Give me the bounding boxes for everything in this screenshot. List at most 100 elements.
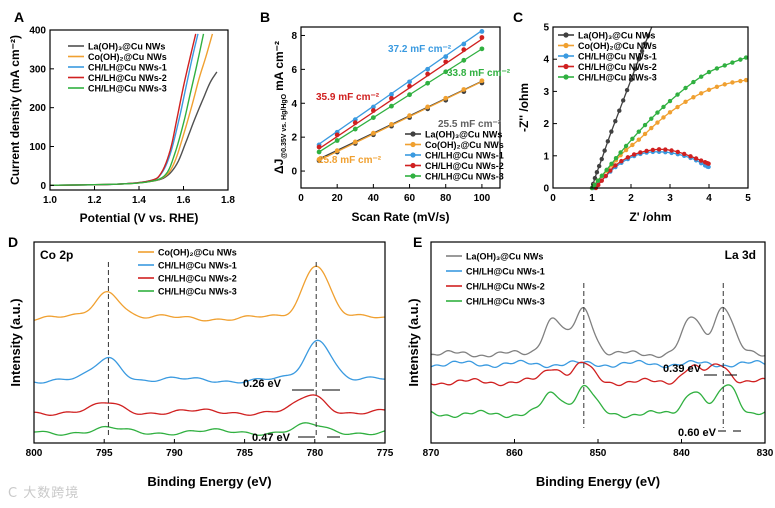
panel-e: [430, 306, 766, 419]
panel-d-frame: [33, 241, 386, 444]
panel-b-point: [461, 41, 467, 47]
panel-c-legend-marker: [563, 63, 569, 70]
panel-e-xtick-label: 830: [757, 448, 774, 459]
panel-b-ytick-label: 0: [291, 167, 297, 178]
panel-b-ylabel-main: ΔJ: [272, 159, 286, 174]
panel-c-legend-entry: La(OH)₃@Cu NWs: [578, 31, 655, 41]
watermark: C 大数跨境: [8, 486, 80, 501]
panel-b-annotation: 25.8 mF cm⁻²: [318, 155, 382, 166]
panel-c-point: [642, 131, 648, 137]
panel-c-point: [682, 151, 687, 157]
panel-b-point: [479, 35, 485, 40]
panel-b-legend-entry: La(OH)₃@Cu NWs: [425, 130, 502, 140]
panel-c-point: [655, 110, 660, 115]
panel-c-point: [644, 148, 649, 154]
panel-b-point: [479, 29, 485, 34]
panel-b-annotation: 25.5 mF cm⁻²: [438, 119, 502, 130]
panel-c-point: [693, 156, 699, 161]
panel-b-point: [425, 71, 431, 77]
panel-c-point: [596, 163, 602, 169]
panel-c-point: [604, 167, 609, 173]
panel-c-point: [743, 55, 749, 60]
panel-b-xtick-label: 40: [368, 193, 380, 204]
panel-b-legend-marker: [410, 173, 416, 179]
panel-e-xtick-label: 840: [673, 448, 690, 459]
panel-c-point: [613, 118, 618, 124]
panel-c-point: [722, 63, 727, 68]
panel-c-xlabel: Z' /ohm: [629, 210, 671, 224]
panel-b-xlabel: Scan Rate (mV/s): [351, 210, 449, 224]
panel-b-xtick-label: 0: [298, 193, 304, 204]
panel-c-point: [639, 48, 645, 54]
panel-c-legend-marker: [563, 53, 569, 59]
panel-c: C: [513, 9, 749, 191]
panel-a-legend-entry: CH/LH@Cu NWs-3: [88, 84, 167, 94]
panel-b-point: [316, 149, 322, 155]
panel-c-legend-entry: CH/LH@Cu NWs-3: [578, 73, 657, 83]
panel-c-point: [738, 78, 743, 84]
panel-e-xlabel: Binding Energy (eV): [536, 474, 660, 489]
panel-c-point: [605, 139, 611, 144]
panel-c-xtick-label: 5: [745, 193, 751, 204]
panel-b-point: [461, 87, 467, 92]
panel-d: D: [8, 234, 18, 250]
panel-e-annotation: 0.39 eV: [663, 363, 702, 375]
panel-c-point: [649, 116, 654, 121]
panel-b: B: [260, 9, 485, 164]
panel-b-point: [443, 95, 449, 101]
panel-c-ytick-label: 1: [543, 151, 549, 162]
panel-c-point: [636, 129, 641, 134]
panel-c-point: [738, 57, 743, 62]
panel-b-point: [443, 69, 449, 75]
panel-d-ylabel: Intensity (a.u.): [8, 298, 23, 386]
panel-c-point: [596, 182, 601, 188]
panel-c-point: [688, 154, 693, 159]
panel-b-legend-entry: Co(OH)₂@Cu NWs: [425, 140, 504, 150]
panel-a-ytick-label: 300: [29, 64, 46, 75]
panel-d-series-line: [33, 422, 386, 436]
panel-e-title: La 3d: [725, 248, 756, 262]
panel-c-point: [642, 122, 648, 128]
panel-b-point: [407, 113, 412, 119]
panel-b-point: [352, 139, 358, 145]
panel-c-legend-marker: [563, 32, 569, 38]
panel-c-point: [650, 147, 656, 153]
panel-b-point: [479, 46, 485, 52]
panel-c-ytick-label: 3: [543, 87, 549, 98]
panel-b-point: [370, 115, 376, 121]
panel-d-xtick-label: 800: [26, 448, 43, 459]
panel-c-point: [706, 87, 712, 92]
panel-b-point: [334, 138, 340, 143]
panel-c-legend-entry: CH/LH@Cu NWs-2: [578, 62, 657, 72]
panel-b-legend-entry: CH/LH@Cu NWs-2: [425, 161, 504, 171]
panel-d-xtick-label: 775: [377, 448, 394, 459]
panel-b-annotation: 33.8 mF cm⁻²: [447, 68, 511, 79]
panel-b-fit-line: [318, 80, 483, 161]
panel-b-point: [407, 92, 412, 98]
panel-c-point: [632, 66, 638, 72]
panel-b-label: B: [260, 9, 270, 25]
panel-c-point: [630, 142, 635, 148]
panel-b-ylabel-sub: @0.35V vs. Hg/HgO: [281, 93, 288, 158]
panel-d-annotation: 0.47 eV: [252, 432, 291, 444]
panel-b-annotation: 35.9 mF cm⁻²: [316, 92, 380, 103]
panel-c-point: [636, 137, 641, 142]
panel-b-point: [316, 157, 322, 162]
panel-a-legend-entry: CH/LH@Cu NWs-2: [88, 73, 167, 83]
panel-e-series-line: [430, 306, 766, 359]
panel-b-point: [425, 66, 431, 72]
panel-c-point: [714, 66, 720, 71]
panel-a-ytick-label: 400: [29, 26, 46, 37]
panel-c-ytick-label: 2: [543, 119, 549, 130]
panel-a-ytick-label: 100: [29, 142, 46, 153]
panel-b-legend-marker: [410, 162, 416, 169]
panel-d-title: Co 2p: [40, 248, 73, 262]
panel-b-point: [352, 126, 358, 132]
panel-c-point: [714, 84, 720, 90]
panel-b-ytick-label: 8: [291, 31, 297, 42]
panel-d-xtick-label: 785: [236, 448, 253, 459]
panel-c-point: [592, 175, 598, 181]
panel-b-fit-line: [318, 38, 483, 150]
panel-e-xtick-label: 850: [590, 448, 607, 459]
panel-b-fit-line: [318, 30, 483, 145]
